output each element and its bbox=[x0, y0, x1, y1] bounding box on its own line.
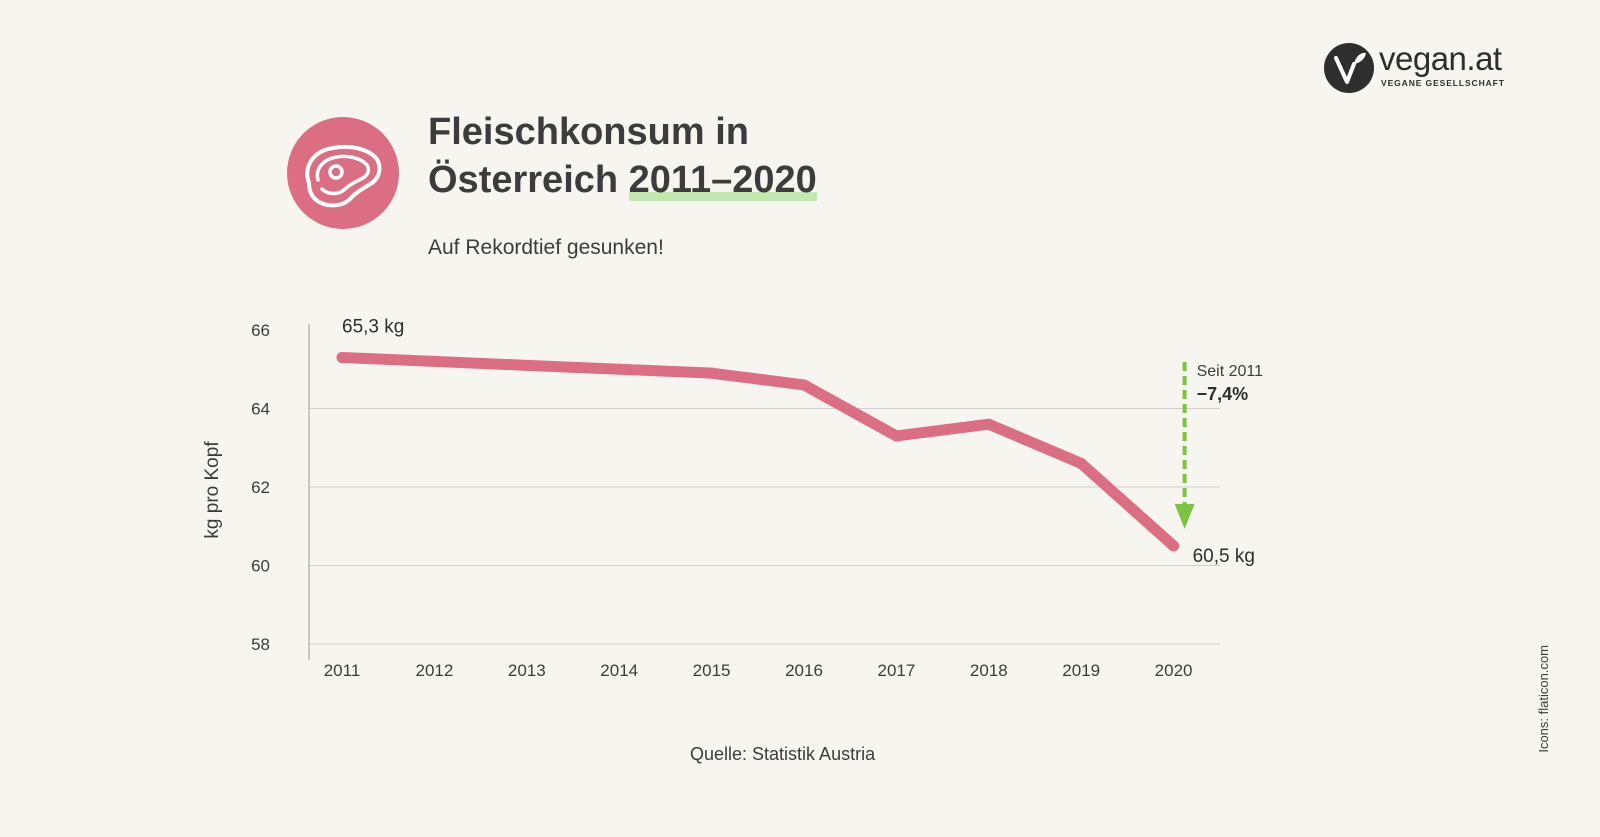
brand-logo: vegan.at VEGANE GESELLSCHAFT bbox=[1323, 40, 1523, 100]
x-tick-label: 2012 bbox=[415, 661, 453, 680]
x-tick-label: 2015 bbox=[693, 661, 731, 680]
x-tick-label: 2019 bbox=[1062, 661, 1100, 680]
meat-badge bbox=[287, 117, 399, 229]
change-arrow-head bbox=[1174, 503, 1195, 529]
x-tick-label: 2011 bbox=[324, 661, 361, 680]
title-line-1: Fleischkonsum in bbox=[428, 111, 749, 153]
x-tick-label: 2016 bbox=[785, 661, 823, 680]
end-value-label: 60,5 kg bbox=[1193, 546, 1255, 567]
y-tick-label: 60 bbox=[251, 557, 270, 576]
change-value: −7,4% bbox=[1197, 384, 1249, 404]
page-subtitle: Auf Rekordtief gesunken! bbox=[428, 236, 664, 259]
y-tick-label: 64 bbox=[251, 400, 270, 419]
data-point bbox=[798, 379, 810, 391]
data-point bbox=[1168, 540, 1180, 552]
data-point bbox=[983, 418, 995, 430]
y-tick-label: 58 bbox=[251, 635, 270, 654]
x-tick-label: 2014 bbox=[600, 661, 638, 680]
data-point bbox=[706, 367, 718, 379]
title-line-2-prefix: Österreich bbox=[428, 159, 629, 201]
y-tick-label: 62 bbox=[251, 478, 270, 497]
x-tick-label: 2013 bbox=[508, 661, 546, 680]
meat-steak-icon bbox=[305, 144, 382, 208]
title-year-range: 2011–2020 bbox=[628, 159, 817, 201]
data-point bbox=[428, 355, 440, 367]
x-tick-label: 2018 bbox=[970, 661, 1008, 680]
icon-credit: Icons: flaticon.com bbox=[1536, 645, 1551, 753]
data-point bbox=[613, 363, 625, 375]
data-point bbox=[521, 359, 533, 371]
data-point bbox=[1075, 457, 1087, 469]
y-axis-title: kg pro Kopf bbox=[202, 441, 223, 539]
data-point bbox=[336, 351, 348, 363]
series-line bbox=[336, 351, 1180, 552]
start-value-label: 65,3 kg bbox=[342, 316, 404, 337]
logo-mark-icon bbox=[1324, 43, 1374, 93]
brand-tagline: VEGANE GESELLSCHAFT bbox=[1381, 78, 1505, 88]
change-caption: Seit 2011 bbox=[1197, 363, 1264, 380]
brand-name: vegan.at bbox=[1379, 40, 1502, 77]
source-note: Quelle: Statistik Austria bbox=[690, 744, 876, 764]
page-title: Fleischkonsum in Österreich 2011–2020 bbox=[428, 108, 817, 204]
data-point bbox=[890, 430, 902, 442]
x-tick-label: 2020 bbox=[1155, 661, 1193, 680]
x-tick-label: 2017 bbox=[877, 661, 915, 680]
y-tick-label: 66 bbox=[251, 321, 270, 340]
title-line-2: Österreich 2011–2020 bbox=[428, 156, 817, 204]
